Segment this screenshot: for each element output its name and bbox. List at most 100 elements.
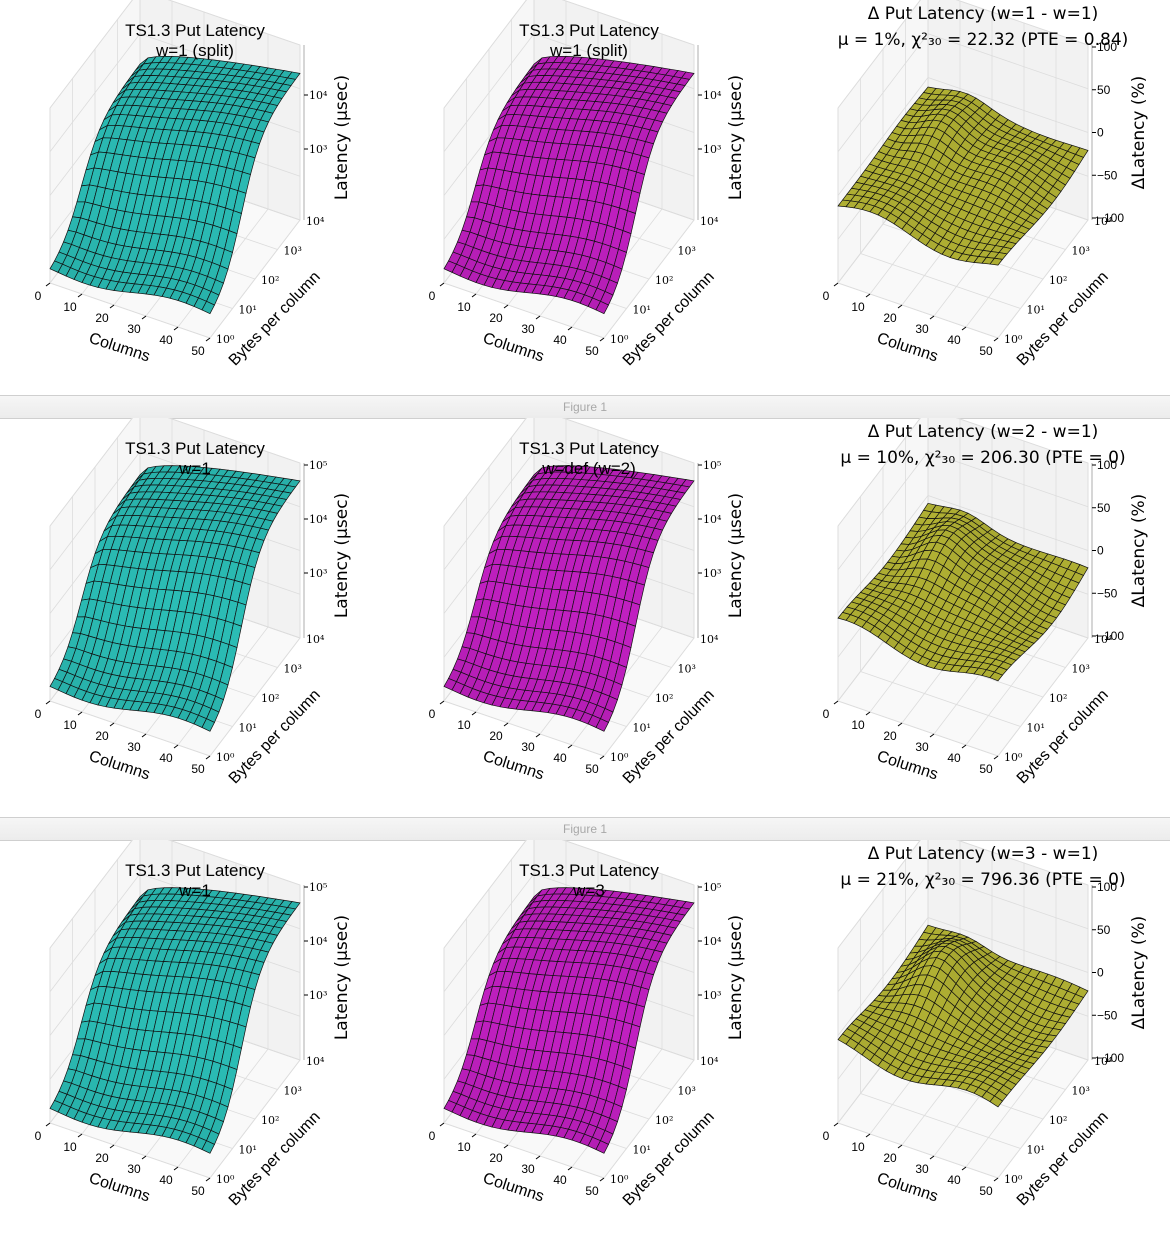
surface-shade	[603, 183, 616, 206]
surface-shade	[533, 472, 546, 481]
surface-shade	[510, 644, 523, 663]
z-tick-label: 10³	[309, 143, 327, 156]
surface-shade	[600, 575, 613, 596]
surface-shade	[1025, 577, 1038, 589]
surface-shade	[959, 516, 972, 524]
x-tick-label: 10	[63, 718, 77, 732]
surface-shade	[164, 508, 177, 518]
surface-shade	[101, 601, 114, 623]
surface-shade	[899, 197, 912, 207]
surface-shade	[903, 135, 916, 144]
surface-shade	[921, 527, 934, 537]
surface-shade	[549, 117, 562, 130]
surface-shade	[488, 684, 501, 697]
surface-shade	[130, 485, 143, 494]
surface-shade	[179, 119, 192, 132]
surface-shade	[567, 493, 580, 501]
surface-shade	[623, 89, 636, 98]
surface-shade	[846, 200, 859, 208]
subplot-title: TS1.3 Put Latency	[125, 21, 265, 40]
surface-shade	[168, 217, 181, 237]
surface-shade	[543, 491, 556, 500]
surface-shade	[202, 488, 215, 496]
surface-shade	[179, 268, 192, 283]
surface-shade	[249, 100, 262, 110]
surface-shade	[191, 131, 204, 147]
surface-shade	[863, 607, 876, 617]
y-tick-label: 10²	[655, 274, 673, 287]
surface-shade	[502, 642, 515, 661]
surface-shade	[916, 542, 929, 554]
surface-shade	[974, 256, 987, 264]
surface-shade	[545, 465, 558, 473]
surface-shade	[617, 61, 630, 69]
surface-shade	[507, 90, 520, 103]
surface-shade	[166, 69, 179, 77]
surface-shade	[862, 621, 875, 632]
surface-shade	[1012, 230, 1025, 239]
surface-shade	[629, 534, 642, 549]
surface-shade	[578, 633, 591, 655]
surface-shade	[77, 598, 90, 617]
surface-shade	[536, 68, 549, 76]
surface-shade	[582, 239, 595, 258]
surface-shade	[136, 515, 149, 527]
surface-shade	[201, 182, 214, 204]
surface-shade	[565, 63, 578, 71]
surface-shade	[546, 629, 559, 650]
surface-shade	[930, 99, 943, 106]
surface-shade	[189, 200, 202, 222]
surface-shade	[114, 138, 127, 155]
surface-shade	[187, 119, 200, 132]
surface-shade	[578, 518, 591, 529]
y-tick-label: 10¹	[633, 304, 651, 317]
surface-shade	[580, 77, 593, 86]
surface-shade	[583, 613, 596, 636]
surface-shade	[151, 128, 164, 143]
surface-shade	[238, 485, 251, 493]
surface-shade	[233, 602, 246, 627]
surface-shade	[142, 157, 155, 177]
surface-shade	[908, 186, 921, 197]
surface-shade	[527, 194, 540, 214]
surface-shade	[211, 696, 224, 713]
surface-shade	[161, 499, 174, 509]
surface-shade	[206, 164, 219, 184]
subplot-subtitle: w=1	[179, 459, 211, 478]
surface-shade	[604, 558, 617, 577]
surface-shade	[176, 108, 189, 120]
surface-shade	[887, 556, 900, 564]
surface-shade	[91, 253, 104, 267]
surface-shade	[1015, 606, 1028, 618]
surface-shade	[1023, 187, 1036, 199]
surface-shade	[178, 144, 191, 162]
surface-shade	[954, 659, 967, 667]
surface-shade	[150, 68, 163, 76]
surface-shade	[539, 499, 552, 508]
surface-shade	[504, 153, 517, 172]
surface-shade	[154, 75, 167, 83]
surface-shade	[907, 623, 920, 635]
surface-shade	[569, 465, 582, 473]
surface-shade	[200, 110, 213, 122]
surface-shade	[175, 669, 188, 686]
surface-shade	[110, 565, 123, 585]
surface-shade	[934, 521, 947, 528]
surface-shade	[188, 509, 201, 519]
surface-shade	[899, 142, 912, 151]
surface-shade	[900, 128, 913, 136]
surface-shade	[547, 176, 560, 197]
surface-shade	[903, 629, 916, 642]
surface-shade	[593, 132, 606, 148]
surface-shade	[212, 661, 225, 682]
surface-shade	[600, 291, 613, 306]
surface-shade	[588, 556, 601, 574]
surface-shade	[143, 665, 156, 681]
surface-shade	[551, 609, 564, 631]
surface-shade	[1003, 538, 1016, 547]
surface-shade	[1001, 218, 1014, 228]
surface-shade	[262, 488, 275, 497]
surface-shade	[158, 69, 171, 77]
z-tick-label: 0	[1097, 126, 1104, 140]
